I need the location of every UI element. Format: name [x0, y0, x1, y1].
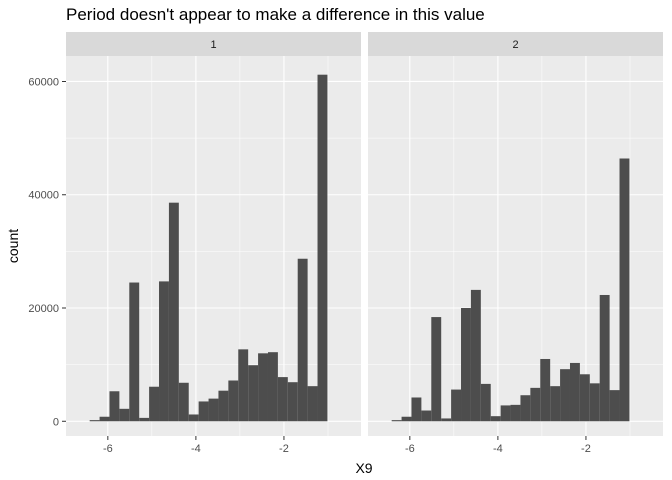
histogram-bar	[530, 387, 541, 422]
histogram-bar	[569, 362, 580, 422]
x-axis-title: X9	[355, 460, 372, 476]
x-tick-label: -4	[493, 443, 503, 455]
histogram-bar	[500, 405, 511, 422]
histogram-bar	[178, 382, 189, 422]
histogram-bar	[441, 418, 452, 422]
facet-panels: 1 -6 -4 -2 2 -6 -4 -2	[66, 32, 663, 455]
chart-title: Period doesn't appear to make a differen…	[66, 5, 485, 24]
histogram-bar	[421, 410, 432, 422]
histogram-bar	[619, 158, 630, 422]
histogram-bar	[490, 416, 501, 422]
y-axis: 0 20000 40000 60000	[28, 76, 66, 428]
x-tick-label: -4	[191, 443, 201, 455]
facet-strip	[66, 32, 361, 56]
histogram-bar	[307, 386, 318, 422]
histogram-bar	[589, 383, 600, 422]
histogram-bar	[277, 377, 288, 422]
x-tick-label: -6	[103, 443, 113, 455]
histogram-bar	[228, 380, 239, 422]
histogram-bar	[258, 353, 268, 422]
facet-strip-label: 1	[210, 39, 216, 51]
histogram-bar	[520, 395, 531, 422]
histogram-bar	[208, 398, 219, 422]
histogram-bar	[248, 365, 259, 422]
histogram-bar	[470, 289, 481, 422]
histogram-bar	[198, 401, 209, 422]
histogram-bar	[599, 294, 610, 422]
y-tick-label: 20000	[28, 303, 59, 315]
histogram-bar	[139, 417, 150, 422]
histogram-bar	[89, 420, 100, 422]
histogram-bar	[451, 389, 462, 422]
histogram-bar	[560, 369, 570, 422]
histogram-bar	[317, 74, 328, 422]
histogram-bar	[411, 397, 422, 422]
histogram-bar	[119, 408, 130, 422]
histogram-bar	[461, 308, 471, 422]
panel-background	[66, 56, 361, 436]
histogram-bar	[550, 386, 561, 422]
histogram-bar	[579, 374, 590, 422]
histogram-bar	[238, 349, 249, 422]
y-axis-title: count	[5, 229, 21, 263]
facet-strip-label: 2	[512, 39, 518, 51]
histogram-bar	[99, 416, 110, 422]
histogram-bar	[431, 317, 442, 422]
facet-panel-1: 1 -6 -4 -2	[66, 32, 361, 455]
y-tick-label: 40000	[28, 190, 59, 202]
histogram-bar	[391, 420, 402, 422]
histogram-bar	[149, 386, 160, 422]
x-tick-label: -2	[279, 443, 289, 455]
histogram-bar	[540, 358, 551, 422]
histogram-bar	[218, 390, 229, 422]
histogram-bar	[480, 383, 491, 422]
histogram-bar	[287, 382, 298, 422]
x-tick-label: -2	[581, 443, 591, 455]
histogram-bar	[297, 258, 308, 422]
histogram-bar	[609, 390, 620, 422]
histogram-bar	[188, 414, 199, 422]
histogram-bar	[267, 352, 278, 422]
y-tick-label: 60000	[28, 76, 59, 88]
y-tick-label: 0	[53, 416, 59, 428]
panel-background	[368, 56, 663, 436]
histogram-bar	[168, 202, 179, 422]
x-tick-label: -6	[405, 443, 415, 455]
histogram-bar	[109, 391, 120, 422]
histogram-bar	[159, 281, 169, 422]
histogram-bar	[129, 282, 140, 422]
histogram-bar	[401, 416, 412, 422]
histogram-bar	[510, 404, 521, 422]
facet-panel-2: 2 -6 -4 -2	[368, 32, 663, 455]
facet-strip	[368, 32, 663, 56]
